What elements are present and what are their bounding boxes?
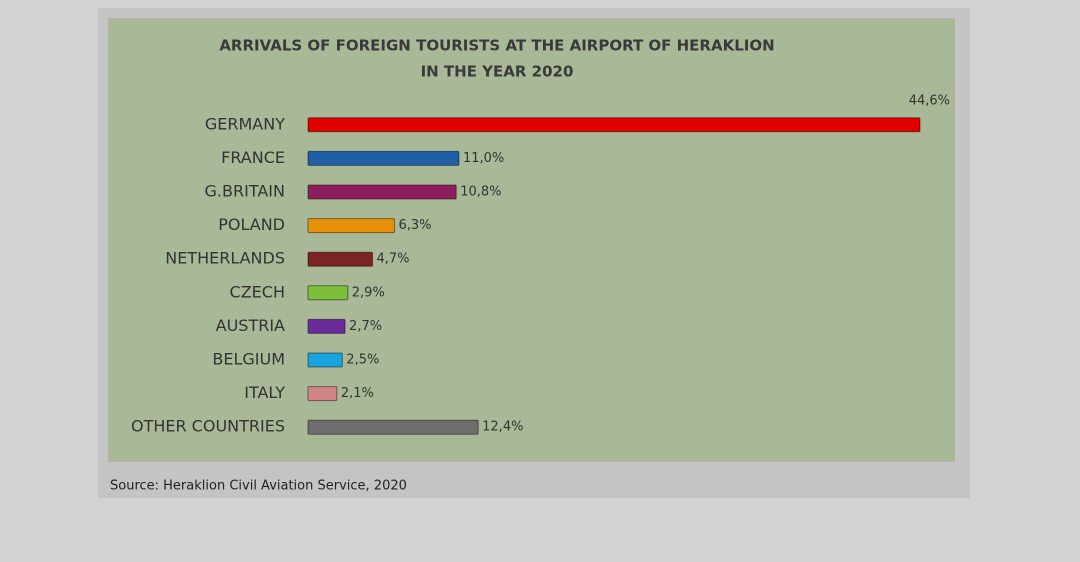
category-label: OTHER COUNTRIES [131,417,285,436]
category-label: BELGIUM [212,350,285,369]
bar [307,386,338,402]
bar [307,218,395,234]
bar [307,352,343,368]
value-label: 44,6% [909,93,950,108]
value-label: 6,3% [398,218,431,233]
bar [307,419,479,435]
category-label: FRANCE [221,148,285,167]
category-label: ITALY [244,383,285,402]
value-label: 2,9% [352,285,385,300]
value-label: 10,8% [460,185,501,200]
category-label: G.BRITAIN [205,182,285,201]
category-label: CZECH [230,282,285,301]
bar [307,150,460,166]
bar [307,251,373,267]
value-label: 12,4% [482,420,523,435]
category-label: NETHERLANDS [165,249,285,268]
bar [307,184,457,200]
value-label: 11,0% [463,151,504,166]
source-note: Source: Heraklion Civil Aviation Service… [110,479,407,494]
value-label: 2,1% [341,386,374,401]
bar [307,285,349,301]
value-label: 4,7% [376,252,409,267]
plot-area [108,18,955,462]
bar [307,318,346,334]
value-label: 2,7% [349,319,382,334]
category-label: GERMANY [205,114,285,133]
chart-title: IN THE YEAR 2020 [421,63,574,81]
category-label: POLAND [218,215,285,234]
value-label: 2,5% [346,353,379,368]
bar [307,117,921,133]
chart-title: ARRIVALS OF FOREIGN TOURISTS AT THE AIRP… [219,37,774,55]
category-label: AUSTRIA [216,316,285,335]
